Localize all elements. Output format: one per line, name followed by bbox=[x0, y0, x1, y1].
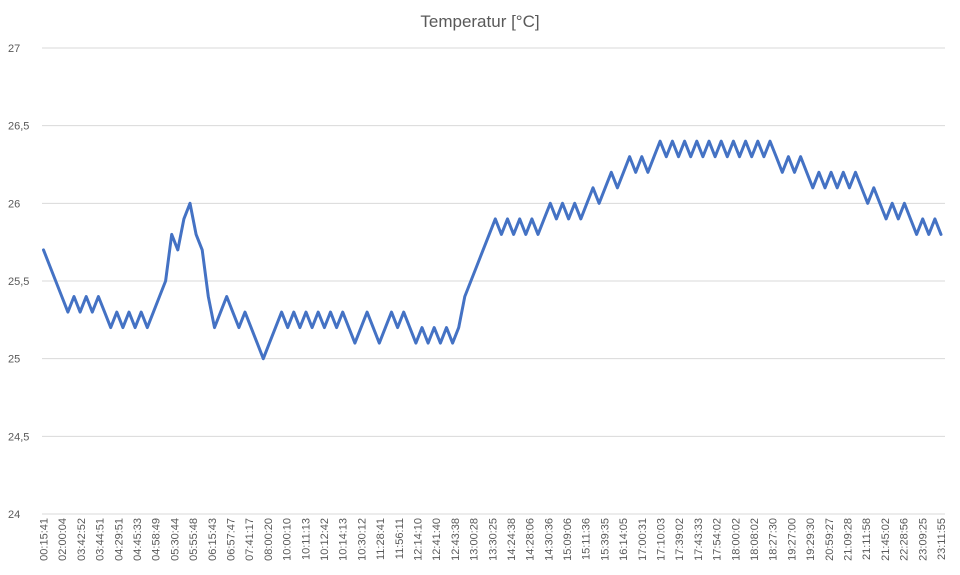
x-tick-label: 00:15:41 bbox=[39, 518, 51, 561]
x-tick-label: 18:27:30 bbox=[768, 518, 780, 561]
x-tick-label: 10:30:12 bbox=[356, 518, 368, 561]
x-tick-label: 04:58:49 bbox=[151, 518, 163, 561]
x-tick-label: 17:43:33 bbox=[693, 518, 705, 561]
chart-title: Temperatur [°C] bbox=[420, 12, 539, 31]
x-tick-label: 15:11:36 bbox=[581, 518, 593, 560]
y-tick-label: 27 bbox=[8, 43, 20, 55]
x-tick-label: 15:39:35 bbox=[599, 518, 611, 561]
x-tick-label: 12:41:40 bbox=[431, 518, 443, 561]
x-tick-label: 10:12:42 bbox=[319, 518, 331, 561]
x-axis-ticks: 00:15:41 02:00:04 03:42:52 03:44:51 04:29:51… bbox=[39, 518, 949, 561]
y-tick-label: 25 bbox=[8, 354, 20, 366]
x-tick-label: 06:57:47 bbox=[225, 518, 237, 561]
x-tick-label: 10:14:13 bbox=[338, 518, 350, 561]
x-tick-label: 15:09:06 bbox=[562, 518, 574, 561]
gridlines bbox=[42, 47, 945, 515]
x-tick-label: 11:28:41 bbox=[375, 518, 387, 560]
x-tick-label: 14:28:06 bbox=[525, 518, 537, 561]
series-layer bbox=[42, 139, 943, 361]
x-tick-label: 17:00:31 bbox=[637, 518, 649, 561]
x-tick-label: 12:43:38 bbox=[450, 518, 462, 561]
x-tick-label: 03:44:51 bbox=[95, 518, 107, 561]
x-tick-label: 03:42:52 bbox=[76, 518, 88, 561]
x-tick-label: 21:45:02 bbox=[880, 518, 892, 561]
y-tick-label: 26,5 bbox=[8, 121, 29, 133]
y-tick-label: 26 bbox=[8, 198, 20, 210]
x-tick-label: 10:00:10 bbox=[282, 518, 294, 561]
x-tick-label: 02:00:04 bbox=[57, 518, 69, 561]
x-tick-label: 21:09:28 bbox=[843, 518, 855, 561]
x-tick-label: 17:10:03 bbox=[656, 518, 668, 561]
x-tick-label: 04:45:33 bbox=[132, 518, 144, 561]
x-tick-label: 18:08:02 bbox=[749, 518, 761, 561]
x-tick-label: 05:55:48 bbox=[188, 518, 200, 561]
x-tick-label: 11:56:11 bbox=[394, 518, 406, 559]
x-tick-label: 14:30:36 bbox=[543, 518, 555, 561]
x-tick-label: 12:14:10 bbox=[412, 518, 424, 561]
x-tick-label: 13:00:28 bbox=[469, 518, 481, 561]
y-tick-label: 24 bbox=[8, 509, 20, 521]
x-tick-label: 08:00:20 bbox=[263, 518, 275, 561]
x-tick-label: 16:14:05 bbox=[618, 518, 630, 561]
x-tick-label: 23:11:55 bbox=[936, 518, 948, 560]
x-tick-label: 20:59:27 bbox=[824, 518, 836, 561]
x-tick-label: 19:27:00 bbox=[786, 518, 798, 561]
x-tick-label: 18:00:02 bbox=[730, 518, 742, 561]
x-tick-label: 04:29:51 bbox=[113, 518, 125, 561]
x-tick-label: 21:11:58 bbox=[861, 518, 873, 560]
x-tick-label: 05:30:44 bbox=[169, 518, 181, 561]
x-tick-label: 23:09:25 bbox=[917, 518, 929, 561]
series-line-0 bbox=[42, 139, 943, 361]
y-tick-label: 25,5 bbox=[8, 276, 29, 288]
x-tick-label: 17:39:02 bbox=[674, 518, 686, 561]
y-tick-label: 24,5 bbox=[8, 431, 29, 443]
x-tick-label: 19:29:30 bbox=[805, 518, 817, 561]
x-tick-label: 10:11:13 bbox=[300, 518, 312, 560]
x-tick-label: 14:24:38 bbox=[506, 518, 518, 561]
x-tick-label: 13:30:25 bbox=[487, 518, 499, 561]
x-tick-label: 07:41:17 bbox=[244, 518, 256, 561]
y-axis-ticks: 24 24,5 25 25,5 26 26,5 27 bbox=[8, 43, 29, 521]
x-tick-label: 17:54:02 bbox=[712, 518, 724, 561]
x-tick-label: 22:28:56 bbox=[899, 518, 911, 561]
x-tick-label: 06:15:43 bbox=[207, 518, 219, 561]
